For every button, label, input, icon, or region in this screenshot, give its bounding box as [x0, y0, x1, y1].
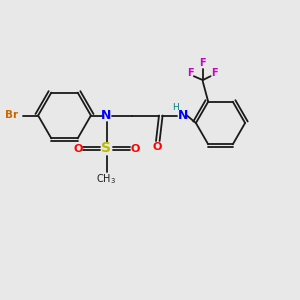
- Text: CH$_3$: CH$_3$: [97, 172, 116, 186]
- Text: O: O: [153, 142, 162, 152]
- Text: S: S: [101, 142, 112, 155]
- Text: O: O: [73, 143, 82, 154]
- Text: F: F: [211, 68, 217, 78]
- Text: N: N: [178, 109, 188, 122]
- Text: H: H: [172, 103, 179, 112]
- Text: Br: Br: [5, 110, 19, 121]
- Text: F: F: [187, 68, 194, 78]
- Text: N: N: [101, 109, 112, 122]
- Text: O: O: [130, 143, 140, 154]
- Text: F: F: [200, 58, 206, 68]
